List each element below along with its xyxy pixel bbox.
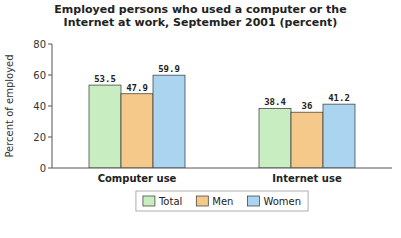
y-tick [48, 137, 52, 138]
x-axis [52, 168, 392, 169]
y-tick-label: 80 [33, 39, 46, 50]
x-tick-label: Internet use [272, 173, 342, 184]
y-tick [48, 106, 52, 107]
bar [121, 94, 153, 168]
legend-label: Total [158, 196, 182, 207]
data-labels: 53.5 47.9 59.9 38.4 36 41.2 [94, 64, 350, 111]
legend-item: Men [196, 196, 233, 207]
y-tick-label: 40 [33, 101, 46, 112]
bar [153, 75, 185, 168]
legend-swatch [247, 196, 259, 206]
legend-swatch [196, 196, 208, 206]
legend-swatch [143, 196, 155, 206]
y-axis-label: Percent of employed [4, 54, 15, 157]
bar [291, 112, 323, 168]
chart: Employed persons who used a computer or … [0, 0, 401, 238]
legend-item: Women [247, 196, 301, 207]
bar [323, 104, 355, 168]
legend-frame [136, 191, 308, 211]
y-tick-label: 20 [33, 132, 46, 143]
y-tick [48, 75, 52, 76]
data-label: 36 [302, 101, 313, 111]
bar [259, 108, 291, 168]
data-label: 47.9 [126, 83, 148, 93]
data-label: 59.9 [158, 64, 180, 74]
y-axis [52, 44, 53, 168]
legend: Total Men Women [136, 191, 308, 211]
legend-label: Women [263, 196, 301, 207]
data-label: 41.2 [328, 93, 350, 103]
x-tick-label: Computer use [98, 173, 177, 184]
legend-label: Men [212, 196, 233, 207]
y-tick [48, 44, 52, 45]
y-tick-label: 0 [40, 163, 46, 174]
data-label: 38.4 [264, 97, 286, 107]
title: Employed persons who used a computer or … [54, 3, 346, 29]
bar [89, 85, 121, 168]
data-label: 53.5 [94, 74, 116, 84]
y-tick-label: 60 [33, 70, 46, 81]
bars [89, 75, 355, 168]
y-tick [48, 168, 52, 169]
legend-item: Total [143, 196, 182, 207]
